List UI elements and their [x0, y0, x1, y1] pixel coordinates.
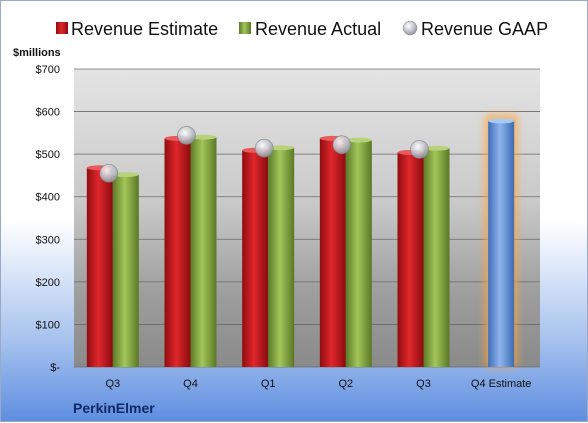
x-tick-label: Q1 [261, 378, 276, 390]
actual-bar-cap [268, 145, 295, 151]
estimate-bar [319, 138, 346, 367]
gaap-marker [99, 164, 119, 183]
y-tick-label: $100 [36, 319, 60, 331]
actual-bar-cap [190, 134, 217, 140]
x-axis-labels: Q3 Q4 Q1 Q2 Q3 Q4 Estimate [105, 378, 531, 390]
legend-swatch-estimate [56, 22, 68, 34]
actual-bar-cap [112, 172, 139, 178]
y-tick-label: $600 [36, 107, 60, 119]
legend-label-estimate: Revenue Estimate [71, 19, 218, 39]
y-tick-label: $700 [36, 64, 60, 76]
legend-label-actual: Revenue Actual [255, 19, 381, 39]
plot-area [74, 69, 540, 367]
x-tick-label: Q3 [105, 378, 120, 390]
y-tick-label: $500 [36, 149, 60, 161]
future-estimate-bar-cap [488, 118, 515, 124]
actual-bar [345, 140, 372, 367]
legend-marker-gaap [402, 20, 418, 36]
actual-bar [423, 148, 450, 367]
actual-bar [112, 174, 139, 367]
gridlines [74, 68, 540, 368]
legend-label-gaap: Revenue GAAP [421, 19, 548, 39]
y-tick-label: $- [50, 362, 60, 374]
y-tick-label: $400 [36, 192, 60, 204]
legend-swatch-actual [239, 22, 251, 34]
y-tick-label: $200 [36, 277, 60, 289]
estimate-bar [86, 167, 113, 367]
actual-bar-cap [423, 145, 450, 151]
gaap-marker [332, 135, 352, 155]
x-tick-label: Q2 [338, 378, 353, 390]
bars [86, 114, 518, 368]
x-tick-label: Q4 Estimate [471, 378, 532, 390]
y-axis-unit: $millions [13, 47, 61, 59]
gaap-marker [177, 126, 196, 145]
x-tick-label: Q4 [183, 378, 198, 390]
estimate-bar [242, 150, 269, 367]
actual-bar-cap [345, 137, 372, 143]
actual-bar [268, 147, 295, 367]
y-axis-ticks: $- $100 $200 $300 $400 $500 $600 $700 [36, 64, 61, 374]
x-tick-label: Q3 [416, 378, 431, 390]
estimate-bar [164, 138, 191, 367]
gaap-marker [410, 140, 429, 159]
gaap-marker [254, 138, 274, 158]
legend: Revenue Estimate Revenue Actual Revenue … [56, 19, 548, 39]
estimate-bar [397, 152, 424, 367]
future-estimate-bar [488, 120, 515, 368]
company-name: PerkinElmer [73, 400, 155, 416]
y-tick-label: $300 [36, 234, 60, 246]
actual-bar [190, 137, 217, 367]
